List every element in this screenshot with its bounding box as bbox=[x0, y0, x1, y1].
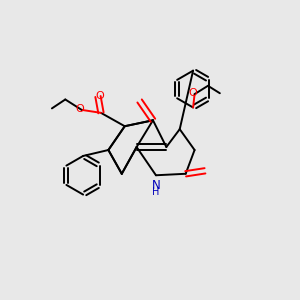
Text: H: H bbox=[152, 187, 160, 196]
Text: O: O bbox=[189, 88, 197, 98]
Text: N: N bbox=[152, 179, 160, 192]
Text: O: O bbox=[95, 91, 104, 101]
Text: O: O bbox=[76, 104, 85, 114]
